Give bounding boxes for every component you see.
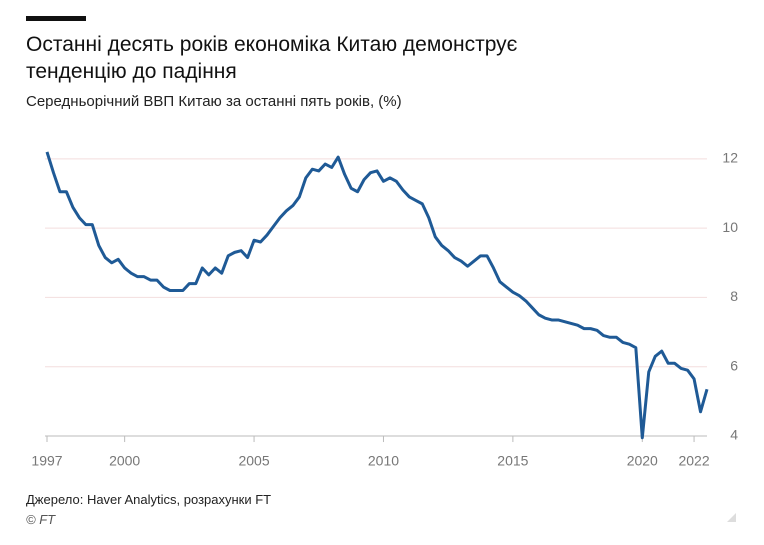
y-tick-label: 12 bbox=[722, 150, 738, 166]
title-bar bbox=[26, 16, 86, 21]
x-tick-label: 2010 bbox=[368, 453, 399, 469]
x-tick-label: 2005 bbox=[238, 453, 269, 469]
data-line bbox=[45, 151, 709, 440]
x-tick-label: 2015 bbox=[497, 453, 528, 469]
x-tick-label: 2022 bbox=[678, 453, 709, 469]
source: Джерело: Haver Analytics, розрахунки FT bbox=[26, 492, 272, 507]
x-tick-label: 2000 bbox=[109, 453, 140, 469]
x-tick-label: 1997 bbox=[31, 453, 62, 469]
y-tick-label: 8 bbox=[730, 288, 738, 304]
y-tick-label: 10 bbox=[722, 219, 738, 235]
y-tick-label: 4 bbox=[730, 427, 738, 443]
chart-subtitle: Середньорічний ВВП Китаю за останні пять… bbox=[26, 93, 402, 110]
credit: © FT bbox=[26, 512, 56, 527]
x-tick-label: 2020 bbox=[627, 453, 658, 469]
corner-icon bbox=[727, 513, 736, 522]
chart-title: Останні десять років економіка Китаю дем… bbox=[26, 33, 518, 83]
y-tick-label: 6 bbox=[730, 357, 738, 373]
